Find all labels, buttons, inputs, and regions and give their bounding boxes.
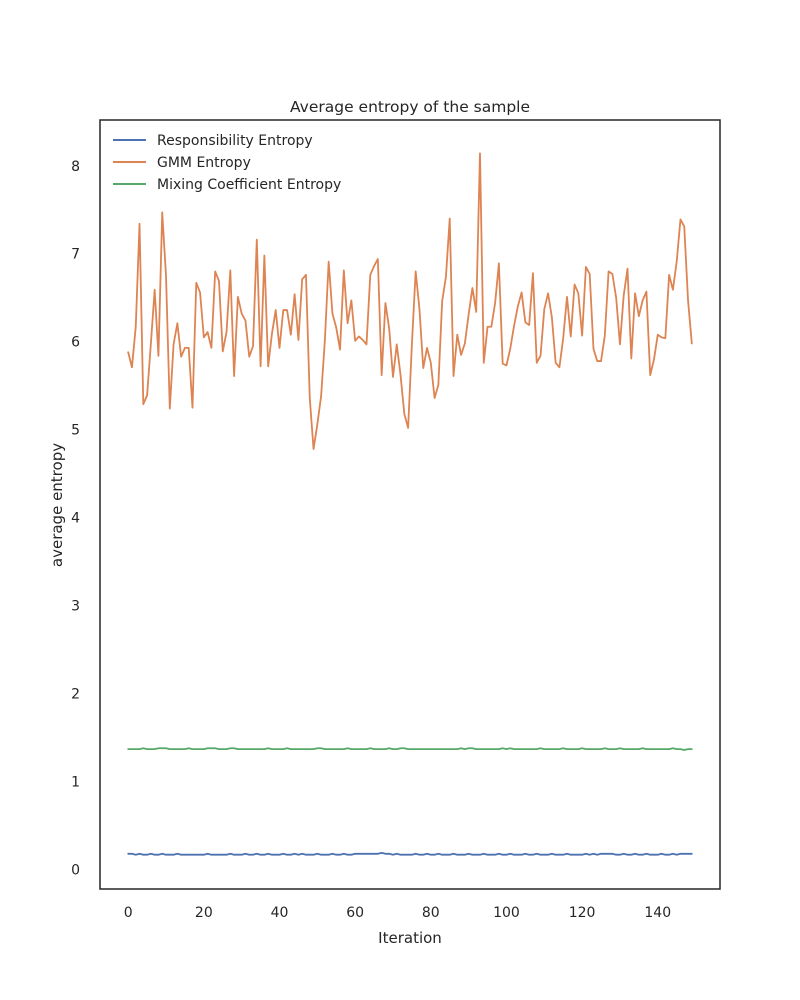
legend-label-gmm-entropy: GMM Entropy [157,155,251,171]
y-tick-label: 3 [71,599,80,615]
x-ticks: 0 20 40 60 80 100 120 140 [124,905,671,921]
x-tick-label: 60 [346,905,364,921]
responsibility-entropy-line [127,852,693,856]
plot-frame [99,119,721,890]
y-tick-label: 8 [71,159,80,175]
y-tick-label: 2 [71,687,80,703]
x-tick-label: 140 [644,905,671,921]
x-tick-label: 40 [271,905,289,921]
x-tick-label: 0 [124,905,133,921]
y-tick-label: 6 [71,335,80,351]
gmm-entropy-line [127,152,693,450]
mixing-coefficient-entropy-line [127,747,693,751]
x-tick-label: 20 [195,905,213,921]
y-tick-label: 0 [71,863,80,879]
legend-label-responsibility-entropy: Responsibility Entropy [157,133,313,149]
x-tick-label: 80 [422,905,440,921]
y-tick-label: 5 [71,423,80,439]
x-tick-label: 100 [493,905,520,921]
y-tick-label: 1 [71,775,80,791]
x-axis-label: Iteration [378,929,442,947]
legend-label-mixing-coefficient-entropy: Mixing Coefficient Entropy [157,177,341,193]
y-axis-label: average entropy [48,443,66,567]
y-ticks: 0 1 2 3 4 5 6 7 8 [71,159,80,879]
series-layer [127,152,693,856]
chart-title: Average entropy of the sample [290,98,530,116]
x-tick-label: 120 [569,905,596,921]
y-tick-label: 4 [71,511,80,527]
legend: Responsibility Entropy GMM Entropy Mixing … [113,133,341,193]
y-tick-label: 7 [71,247,80,263]
